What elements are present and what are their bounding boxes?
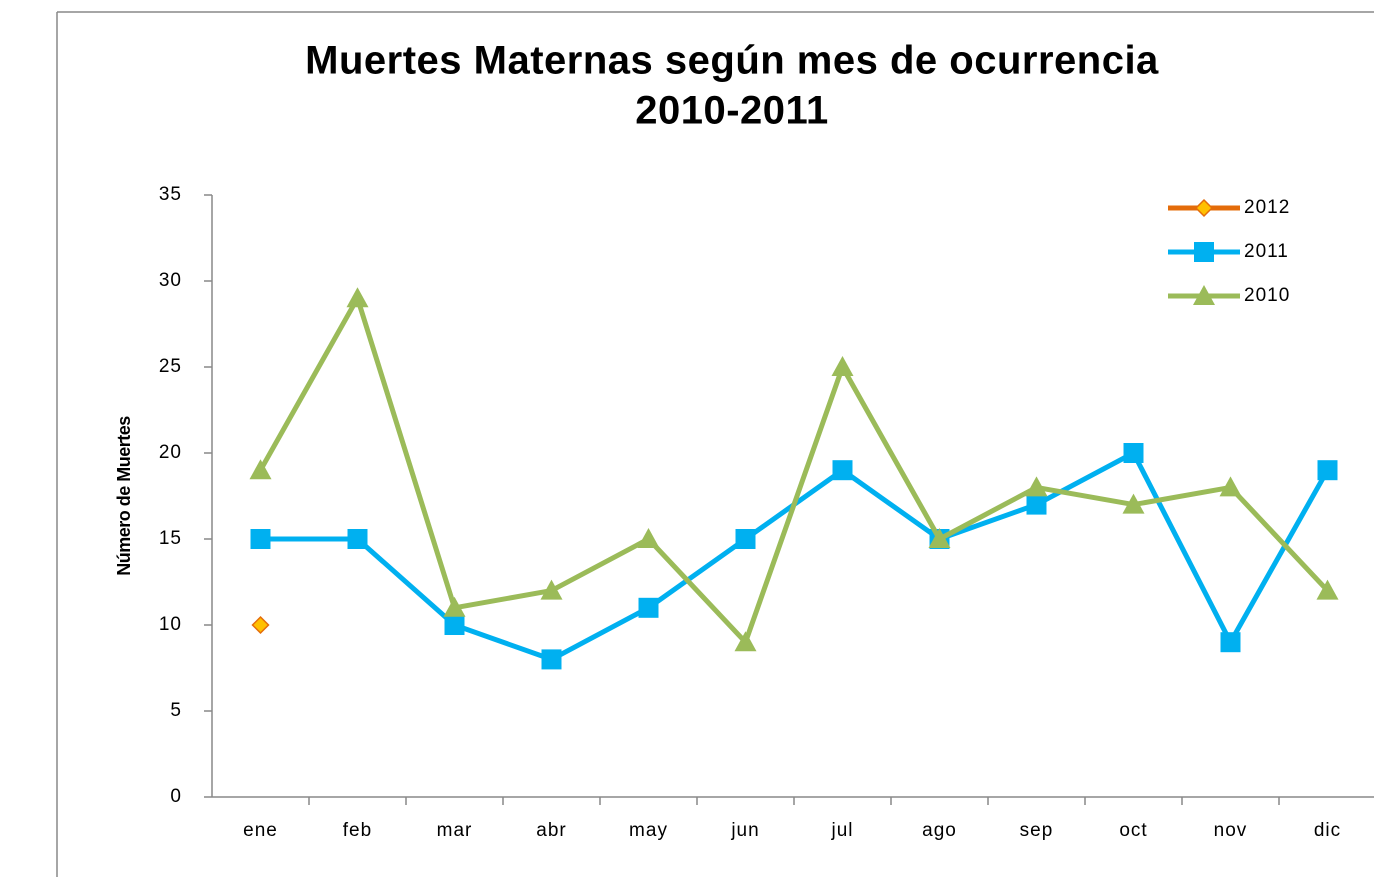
legend-marker [1194, 198, 1214, 218]
legend-marker [1194, 242, 1214, 262]
data-point [347, 529, 368, 549]
series-line [258, 295, 1330, 645]
data-point [734, 631, 757, 652]
x-tick-label: ene [243, 820, 278, 841]
y-tick-label: 0 [170, 786, 182, 807]
legend-label: 2010 [1244, 285, 1290, 306]
y-axis-label: Número de Muertes [114, 416, 134, 576]
data-point [1025, 476, 1048, 497]
data-point [1026, 494, 1047, 515]
data-point [637, 528, 660, 548]
y-tick-label: 20 [159, 442, 182, 463]
data-point [541, 649, 562, 670]
series-line [260, 450, 1330, 662]
data-point [1220, 632, 1241, 653]
chart-title: 2010-2011 [635, 89, 829, 133]
data-point [444, 615, 465, 635]
x-tick-label: feb [343, 820, 372, 841]
data-point [1317, 460, 1338, 481]
data-point [928, 528, 951, 548]
y-tick-label: 10 [159, 614, 182, 635]
x-tick-label: sep [1020, 820, 1054, 841]
x-tick-label: dic [1314, 820, 1341, 841]
x-tick-label: jun [730, 820, 759, 841]
data-point [251, 615, 270, 635]
data-point [1123, 443, 1144, 463]
chart-title: Muertes Maternas según mes de ocurrencia [305, 39, 1159, 83]
data-point [638, 597, 659, 618]
data-point [346, 287, 369, 308]
x-tick-label: mar [437, 820, 473, 841]
y-tick-label: 15 [159, 528, 182, 549]
data-point [831, 356, 854, 376]
y-tick-label: 30 [159, 270, 182, 291]
x-tick-label: ago [922, 820, 957, 841]
x-tick-label: may [629, 820, 668, 841]
y-tick-label: 25 [159, 356, 182, 377]
data-point [249, 459, 272, 480]
legend-label: 2011 [1244, 241, 1289, 262]
data-point [1219, 476, 1242, 497]
data-point [540, 579, 563, 600]
data-point [1122, 493, 1145, 514]
data-point [443, 596, 466, 617]
data-point [832, 460, 853, 481]
data-point [1316, 579, 1339, 600]
y-tick-label: 35 [159, 184, 182, 205]
y-tick-label: 5 [170, 700, 182, 721]
data-point [250, 529, 271, 549]
data-point [735, 529, 756, 549]
x-tick-label: abr [536, 820, 566, 841]
legend-label: 2012 [1244, 197, 1290, 218]
x-tick-label: nov [1214, 820, 1248, 841]
legend-marker [1193, 285, 1215, 305]
x-tick-label: jul [830, 820, 853, 841]
x-tick-label: oct [1119, 820, 1147, 841]
